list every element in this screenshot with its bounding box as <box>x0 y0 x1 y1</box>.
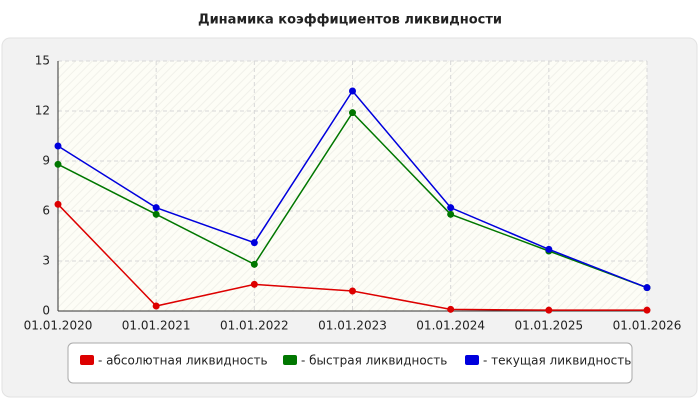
legend-label: - быстрая ликвидность <box>301 354 447 368</box>
legend-swatch <box>80 355 94 365</box>
y-tick-label: 6 <box>42 204 50 218</box>
legend-swatch <box>283 355 297 365</box>
x-tick-label: 01.01.2024 <box>416 319 485 333</box>
data-point <box>349 109 356 117</box>
y-tick-label: 9 <box>42 154 50 168</box>
x-tick-label: 01.01.2025 <box>514 319 583 333</box>
chart-title: Динамика коэффициентов ликвидности <box>198 13 502 28</box>
x-tick-label: 01.01.2020 <box>24 319 93 333</box>
data-point <box>545 245 553 253</box>
legend <box>67 342 633 384</box>
x-tick-label: 01.01.2022 <box>220 319 289 333</box>
data-point <box>349 87 356 95</box>
legend-label: - текущая ликвидность <box>483 354 631 368</box>
data-point <box>152 302 160 310</box>
data-point <box>54 142 62 150</box>
x-tick-label: 01.01.2023 <box>318 319 387 333</box>
data-point <box>447 305 455 313</box>
data-point <box>349 287 356 295</box>
data-point <box>447 204 455 212</box>
plot-area <box>58 61 647 311</box>
data-point <box>545 306 553 314</box>
data-point <box>447 210 455 218</box>
y-tick-label: 3 <box>42 254 50 268</box>
data-point <box>54 160 62 168</box>
data-point <box>643 306 651 314</box>
data-point <box>152 210 160 218</box>
y-tick-label: 0 <box>42 304 50 318</box>
data-point <box>643 284 651 292</box>
legend-swatch <box>465 355 479 365</box>
legend-label: - абсолютная ликвидность <box>98 354 268 368</box>
y-tick-label: 12 <box>35 104 50 118</box>
data-point <box>250 280 258 288</box>
data-point <box>250 260 258 268</box>
data-point <box>250 239 258 247</box>
x-tick-label: 01.01.2026 <box>613 319 682 333</box>
data-point <box>152 204 160 212</box>
x-tick-label: 01.01.2021 <box>122 319 191 333</box>
data-point <box>54 200 62 208</box>
y-tick-label: 15 <box>35 54 50 68</box>
